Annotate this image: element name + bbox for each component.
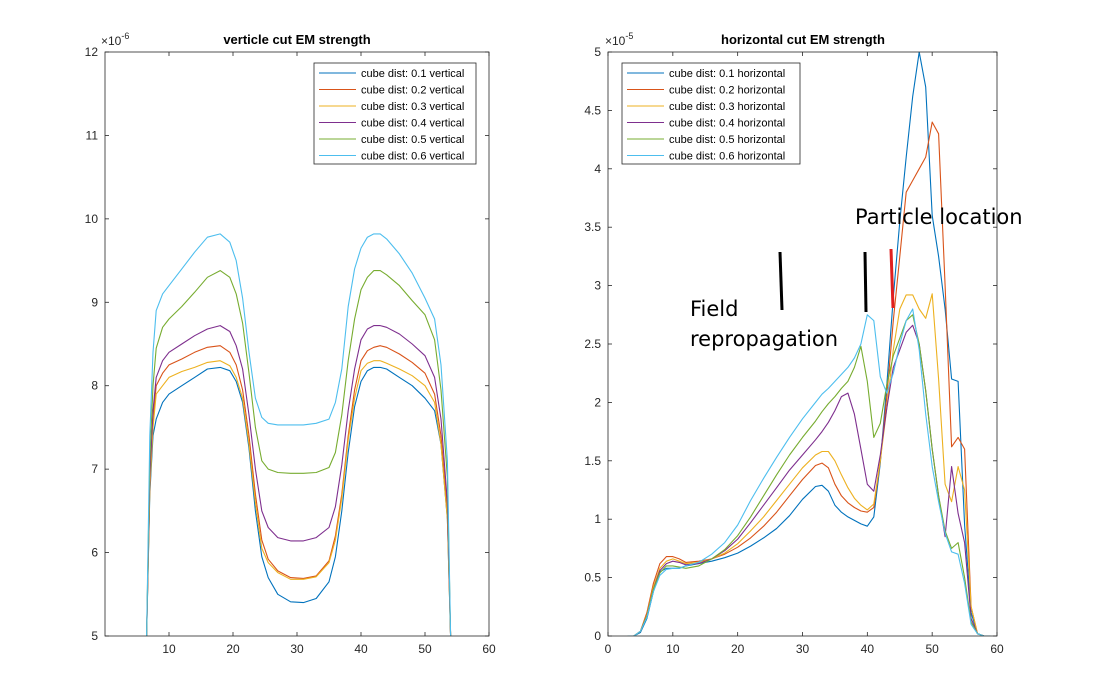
left-legend-label: cube dist: 0.2 vertical (361, 85, 464, 97)
right-y-tick-label: 4.5 (584, 103, 601, 117)
left-y-tick-label: 6 (91, 546, 98, 560)
right-x-tick-label: 30 (796, 642, 810, 656)
left-y-tick-label: 11 (86, 128, 99, 142)
left-x-tick-label: 30 (290, 642, 304, 656)
right-series-line-5 (627, 314, 991, 636)
annotation-marker-red (889, 248, 895, 309)
right-y-tick-label: 3 (594, 279, 601, 293)
left-y-tick-label: 5 (91, 629, 98, 643)
left-series-line-4 (146, 325, 452, 636)
left-series-line-1 (146, 366, 452, 636)
right-exponent-label: ×10-5 (605, 31, 633, 48)
right-x-tick-label: 10 (666, 642, 680, 656)
right-y-tick-label: 1.5 (584, 454, 601, 468)
right-y-tick-label: 2.5 (584, 337, 601, 351)
left-legend-label: cube dist: 0.3 vertical (361, 101, 464, 113)
right-y-tick-label: 5 (594, 45, 601, 59)
annotation-field-line-1: Field (690, 297, 738, 321)
left-x-tick-label: 20 (226, 642, 240, 656)
left-series-line-2 (146, 345, 452, 636)
left-y-tick-label: 9 (91, 295, 98, 309)
left-y-tick-label: 8 (91, 379, 98, 393)
annotation-marker-black-2 (863, 251, 868, 313)
right-x-tick-label: 40 (861, 642, 875, 656)
left-y-tick-label: 7 (91, 462, 98, 476)
right-legend-label: cube dist: 0.2 horizontal (669, 85, 785, 97)
right-y-tick-label: 0 (594, 629, 601, 643)
left-series-line-5 (146, 270, 452, 636)
right-y-tick-label: 3.5 (584, 220, 601, 234)
right-legend-box (621, 62, 801, 165)
left-legend-label: cube dist: 0.1 vertical (361, 68, 464, 80)
right-legend-label: cube dist: 0.6 horizontal (669, 151, 785, 163)
annotation-marker-black-1 (778, 251, 784, 311)
left-exponent-label: ×10-6 (101, 31, 129, 48)
left-legend-label: cube dist: 0.6 vertical (361, 151, 464, 163)
left-axes-box (104, 51, 490, 637)
right-legend-label: cube dist: 0.3 horizontal (669, 101, 785, 113)
left-chart: verticle cut EM strength 10 20 30 40 50 60 5 6 7… (85, 31, 496, 656)
left-series-line-6 (146, 233, 452, 636)
right-series-line-2 (627, 121, 991, 636)
left-legend-box (313, 62, 477, 165)
left-x-tick-label: 50 (418, 642, 432, 656)
left-legend-label: cube dist: 0.5 vertical (361, 134, 464, 146)
right-legend-label: cube dist: 0.5 horizontal (669, 134, 785, 146)
right-y-tick-label: 0.5 (584, 571, 601, 585)
right-series-line-3 (627, 293, 991, 636)
right-series-line-6 (627, 308, 991, 636)
right-x-tick-label: 50 (925, 642, 939, 656)
left-y-tick-label: 12 (85, 45, 99, 59)
left-series-line-3 (146, 360, 452, 636)
left-chart-title: verticle cut EM strength (223, 32, 370, 47)
right-x-tick-label: 0 (605, 642, 612, 656)
right-x-tick-label: 60 (990, 642, 1004, 656)
right-legend: cube dist: 0.1 horizontal cube dist: 0.2 … (621, 62, 801, 165)
annotation-particle-location: Particle location (855, 205, 1023, 229)
left-x-tick-label: 60 (482, 642, 496, 656)
right-chart-title: horizontal cut EM strength (721, 32, 885, 47)
left-x-tick-label: 40 (354, 642, 368, 656)
left-y-tick-label: 10 (85, 212, 99, 226)
left-x-tick-label: 10 (162, 642, 176, 656)
right-axes-box (607, 51, 998, 637)
left-legend: cube dist: 0.1 vertical cube dist: 0.2 ve… (313, 62, 477, 165)
annotation-field-line-2: repropagation (690, 327, 838, 351)
right-chart: horizontal cut EM strength 0 10 20 30 40 50 60… (584, 31, 1022, 656)
right-legend-label: cube dist: 0.4 horizontal (669, 118, 785, 130)
right-legend-label: cube dist: 0.1 horizontal (669, 68, 785, 80)
left-legend-label: cube dist: 0.4 vertical (361, 118, 464, 130)
right-x-tick-label: 20 (731, 642, 745, 656)
right-y-tick-label: 2 (594, 395, 601, 409)
right-y-tick-label: 4 (594, 162, 601, 176)
right-y-tick-label: 1 (594, 512, 601, 526)
